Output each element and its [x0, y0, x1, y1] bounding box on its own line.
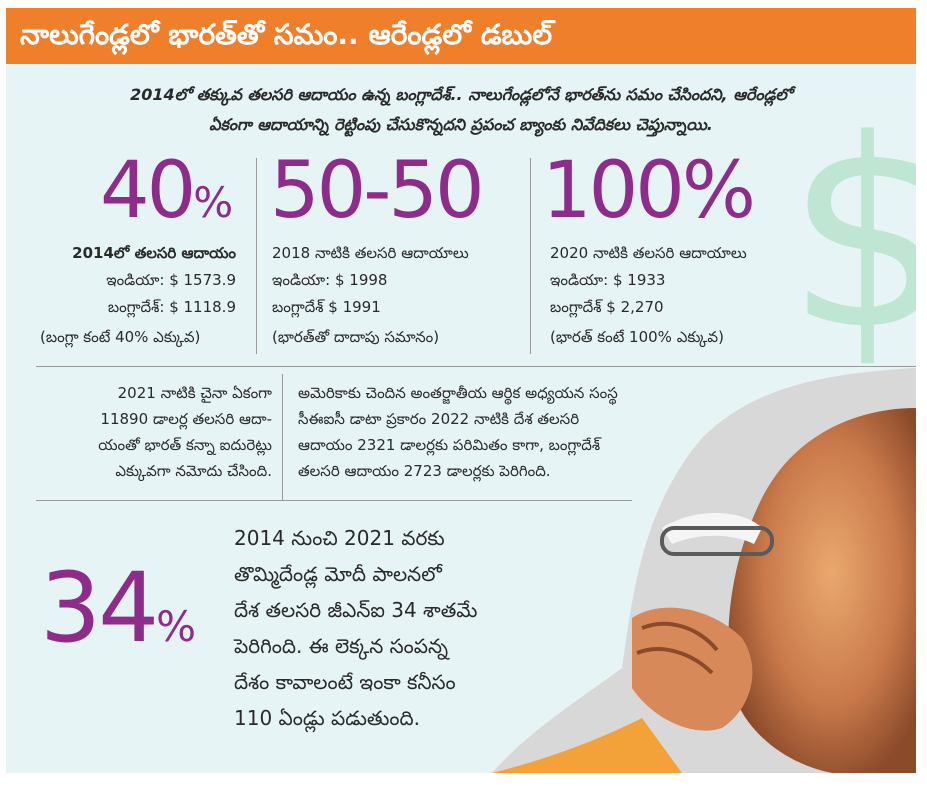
stat-bangladesh: బంగ్లాదేశ్: $ 1118.9	[107, 298, 236, 316]
stat-details: 2018 నాటికి తలసరి ఆదాయాలు ఇండియా: $ 1998…	[272, 240, 469, 321]
china-line: యంతో భారత్ కన్నా ఐదురెట్లు	[98, 436, 272, 454]
divider	[530, 158, 531, 354]
dollar-icon: $	[786, 85, 916, 387]
bottom-line: పెరిగింది. ఈ లెక్కన సంపన్న	[234, 634, 449, 658]
divider	[282, 374, 283, 500]
china-line: ఎక్కువగా నమోదు చేసింది.	[115, 462, 272, 480]
intro-line: 2014లో తక్కువ తలసరి ఆదాయం ఉన్న బంగ్లాదేశ…	[130, 85, 792, 104]
bottom-paragraph: 2014 నుంచి 2021 వరకు తొమ్మిదేండ్ల మోదీ ప…	[234, 520, 554, 736]
stat-details: 2020 నాటికి తలసరి ఆదాయాలు ఇండియా: $ 1933…	[550, 240, 747, 321]
infographic-panel: నాలుగేండ్లలో భారత్‌తో సమం.. ఆరేండ్లలో డబ…	[6, 8, 916, 773]
ceic-box: అమెరికాకు చెందిన అంతర్జాతీయ ఆర్థిక అధ్యయ…	[298, 380, 728, 484]
stat-india: ఇండియా: $ 1998	[272, 271, 388, 289]
china-line: 11890 డాలర్ల తలసరి ఆదా-	[100, 410, 272, 428]
stat-details: 2014లో తలసరి ఆదాయం ఇండియా: $ 1573.9 బంగ్…	[46, 240, 236, 321]
person-photo	[492, 368, 916, 773]
divider	[256, 158, 257, 354]
stat-bangladesh: బంగ్లాదేశ్ $ 2,270	[550, 298, 664, 316]
intro-text: 2014లో తక్కువ తలసరి ఆదాయం ఉన్న బంగ్లాదేశ…	[76, 80, 846, 140]
stat-india: ఇండియా: $ 1933	[550, 271, 666, 289]
stat-big-number: 50-50	[270, 146, 485, 236]
bottom-big-number: 34%	[40, 552, 197, 664]
ceic-line: ఆదాయం 2321 డాలర్లకు పరిమితం కాగా, బంగ్లా…	[298, 436, 601, 454]
stat-india: ఇండియా: $ 1573.9	[106, 271, 236, 289]
ceic-line: తలసరి ఆదాయం 2723 డాలర్లకు పెరిగింది.	[298, 462, 551, 480]
china-line: 2021 నాటికి చైనా ఏకంగా	[117, 384, 272, 402]
headline: నాలుగేండ్లలో భారత్‌తో సమం.. ఆరేండ్లలో డబ…	[20, 18, 553, 51]
stat-heading: 2018 నాటికి తలసరి ఆదాయాలు	[272, 244, 469, 262]
stat-heading: 2020 నాటికి తలసరి ఆదాయాలు	[550, 244, 747, 262]
bottom-line: దేశం కావాలంటే ఇంకా కనీసం	[234, 670, 456, 694]
ceic-line: అమెరికాకు చెందిన అంతర్జాతీయ ఆర్థిక అధ్యయ…	[298, 384, 618, 402]
stat-heading: 2014లో తలసరి ఆదాయం	[72, 244, 236, 262]
bottom-line: తొమ్మిదేండ్ల మోదీ పాలనలో	[234, 562, 442, 586]
bottom-line: 110 ఏండ్లు పడుతుంది.	[234, 706, 421, 730]
bottom-line: 2014 నుంచి 2021 వరకు	[234, 526, 445, 550]
divider	[36, 500, 632, 501]
stat-note: (బంగ్లా కంటే 40% ఎక్కువ)	[40, 328, 201, 346]
ceic-line: సీఈఐసీ డాటా ప్రకారం 2022 నాటికి దేశ తలసర…	[298, 410, 580, 428]
intro-line: ఏకంగా ఆదాయాన్ని రెట్టింపు చేసుకొన్నదని ప…	[209, 115, 713, 134]
stat-big-number: 40%	[100, 146, 234, 236]
header-banner: నాలుగేండ్లలో భారత్‌తో సమం.. ఆరేండ్లలో డబ…	[6, 8, 916, 64]
stat-bangladesh: బంగ్లాదేశ్ $ 1991	[272, 298, 381, 316]
stat-big-number: 100%	[542, 146, 756, 236]
china-box: 2021 నాటికి చైనా ఏకంగా 11890 డాలర్ల తలసర…	[52, 380, 272, 484]
stat-note: (భారత్ కంటే 100% ఎక్కువ)	[550, 328, 724, 346]
stat-note: (భారత్‌తో దాదాపు సమానం)	[272, 328, 440, 346]
divider	[36, 366, 916, 367]
bottom-line: దేశ తలసరి జీఎన్ఐ 34 శాతమే	[234, 598, 478, 622]
